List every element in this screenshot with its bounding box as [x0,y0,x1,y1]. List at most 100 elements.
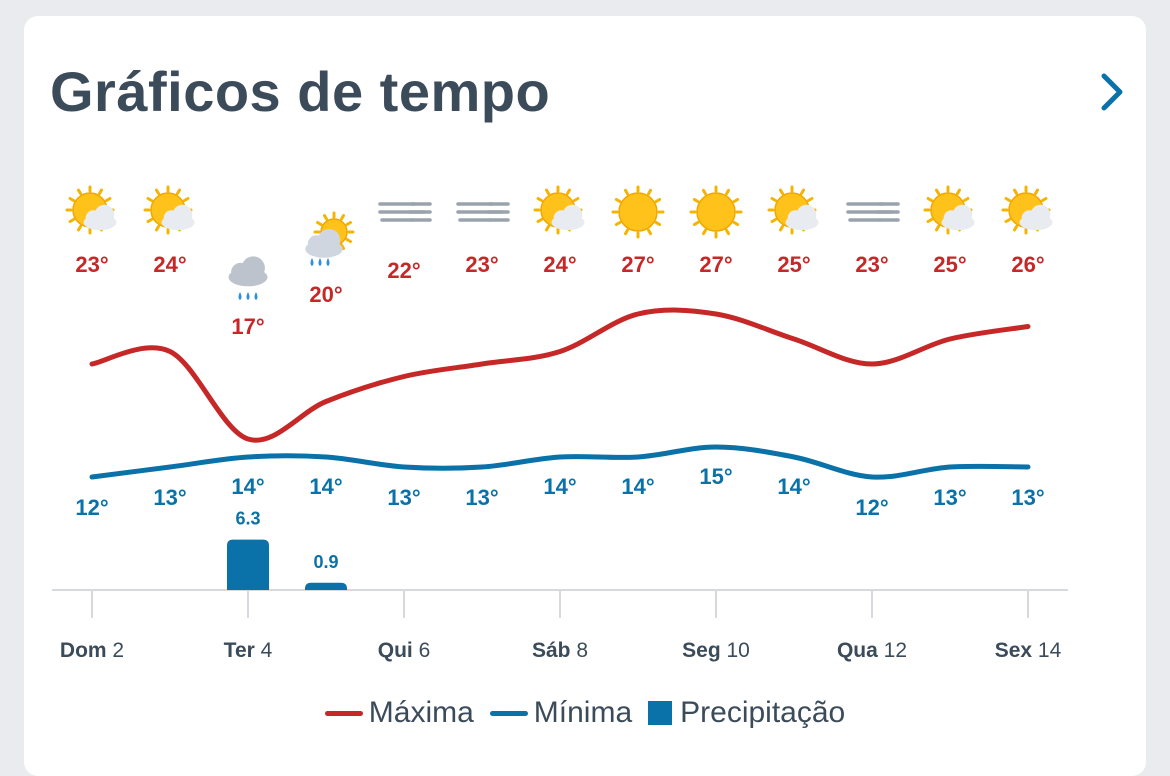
sun-ray [725,188,730,196]
rain-drop [318,258,322,266]
x-tick-label: Dom 2 [60,639,124,662]
rain-drop [254,292,258,300]
max-label: 24° [153,252,186,277]
max-label: 24° [543,252,576,277]
max-label: 22° [387,258,420,283]
cloud-part [952,204,973,225]
sun-ray [702,188,707,196]
fog-icon [456,202,510,222]
legend: Máxima Mínima Precipitação [24,696,1146,730]
sun-ray [962,197,970,202]
sun-ray [779,224,784,232]
sun-ray [935,188,940,196]
series-lines [89,307,1031,480]
sun-ray [545,188,550,196]
max-label: 25° [777,252,810,277]
sun-ray [770,197,778,202]
sun-ray [647,228,652,236]
x-tick-label: Ter 4 [224,639,273,662]
sun-ray [800,188,805,196]
x-tick-day: Qua [837,639,878,662]
sun-ray [345,238,352,243]
sun-disc [618,192,658,232]
sun-ray [732,221,740,226]
min-label: 13° [387,485,420,510]
legend-max-swatch [324,710,363,716]
legend-precip[interactable]: Precipitação [648,696,845,730]
sun-cloud-icon [767,185,819,235]
x-tick-num: 10 [721,639,750,662]
min-label: 13° [465,485,498,510]
sun-ray [68,197,76,202]
sun-ray [176,188,181,196]
sun-ray [1004,218,1012,223]
cloud-part [796,204,817,225]
legend-max[interactable]: Máxima [324,696,474,730]
sun-ray [182,197,190,202]
min-label: 14° [777,474,810,499]
x-tick-num: 8 [571,639,589,662]
cloud-part [241,256,265,280]
sun-cloud-icon [533,185,585,235]
sun-ray [572,197,580,202]
precip-bar [227,539,269,590]
x-tick-day: Ter [224,639,255,662]
min-label: 15° [699,464,732,489]
sun-ray [624,228,629,236]
max-label: 23° [465,252,498,277]
max-label: 20° [309,282,342,307]
sun-ray [725,228,730,236]
chevron-right-icon[interactable] [1094,68,1130,116]
sun-rain-cloud-icon [305,211,355,266]
sun-ray [654,198,662,203]
cloud-part [562,204,583,225]
x-tick-day: Sex [995,639,1033,662]
legend-min[interactable]: Mínima [489,696,632,730]
sun-ray [536,218,544,223]
sun-ray [545,224,550,232]
sun-ray [1013,224,1018,232]
x-tick-label: Seg 10 [682,639,750,662]
rain-drop [246,292,250,300]
x-tick-label: Sáb 8 [532,639,588,662]
sun-ray [806,197,814,202]
x-tick-num: 6 [413,639,431,662]
sun-ray [770,218,778,223]
x-tick-day: Dom [60,639,107,662]
rain-drop [238,292,242,300]
sun-cloud-icon [143,185,195,235]
x-tick-num: 14 [1032,639,1062,662]
sun-ray [1013,188,1018,196]
data-labels: 6.3 0.9 12° 13° 14° 14° 13° 13° 14° 14° 15° 14° 12° 1… [75,252,1044,572]
sun-ray [146,218,154,223]
x-tick-label: Sex 14 [995,639,1062,662]
min-label: 14° [621,474,654,499]
min-label: 14° [543,474,576,499]
x-tick-day: Qui [378,639,413,662]
x-tick-num: 4 [255,639,273,662]
sun-ray [1004,197,1012,202]
sun-ray [702,228,707,236]
page-title: Gráficos de tempo [50,60,551,123]
x-tick-num: 2 [107,639,125,662]
cloud-part [172,204,193,225]
sun-cloud-icon [65,185,117,235]
cloud-part [317,229,341,252]
fog-icon [378,202,432,222]
sun-ray [340,214,345,221]
max-label: 27° [699,252,732,277]
min-label: 13° [153,485,186,510]
x-tick-label: Qua 12 [837,639,907,662]
sun-ray [340,243,345,250]
sun-ray [779,188,784,196]
weather-icons [65,185,1053,300]
sun-cloud-icon [1001,185,1053,235]
sun-ray [77,224,82,232]
sun-ray [323,214,328,221]
sun-ray [614,198,622,203]
fog-icon [846,202,900,222]
sun-ray [536,197,544,202]
x-tick-day: Sáb [532,639,571,662]
sun-cloud-icon [923,185,975,235]
sun-ray [732,198,740,203]
